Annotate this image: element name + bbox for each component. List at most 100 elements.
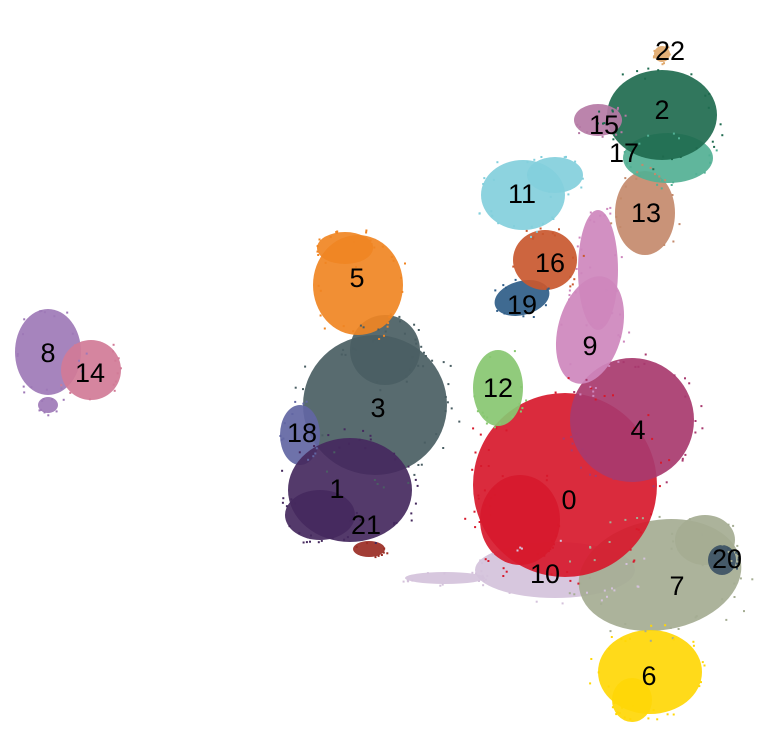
cluster-1-point <box>393 452 396 455</box>
cluster-4-point <box>694 420 697 422</box>
cluster-20-point <box>737 556 740 559</box>
cluster-16-point <box>553 234 556 237</box>
cluster-3-point <box>444 410 447 412</box>
cluster-14-point <box>114 359 117 362</box>
cluster-9-point <box>578 236 581 239</box>
cluster-9-point <box>609 206 612 209</box>
cluster-14-point <box>73 344 76 347</box>
cluster-6-point <box>703 664 706 667</box>
cluster-5-point <box>381 245 384 248</box>
cluster-5-point <box>370 243 373 246</box>
cluster-7-point <box>671 637 674 640</box>
cluster-3-point <box>415 342 418 345</box>
cluster-8-point <box>38 310 41 313</box>
cluster-0-point <box>553 543 555 546</box>
cluster-19-point <box>502 284 505 287</box>
cluster-0-point <box>577 582 580 585</box>
cluster-12-point <box>473 395 476 398</box>
cluster-13-point <box>671 194 674 196</box>
cluster-13-point <box>636 171 639 174</box>
cluster-blobs <box>15 45 754 722</box>
cluster-8-point <box>40 310 43 312</box>
cluster-3-point <box>417 464 420 466</box>
cluster-6-point <box>618 712 621 715</box>
cluster-4-point <box>681 459 684 462</box>
cluster-5-point <box>352 330 355 333</box>
cluster-7-point <box>573 593 576 596</box>
cluster-3-point <box>409 368 412 371</box>
cluster-7-point <box>721 543 724 546</box>
cluster-0-point <box>566 571 569 573</box>
cluster-1-point <box>410 519 413 522</box>
cluster-11-point <box>530 235 532 238</box>
cluster-6-point <box>664 624 667 627</box>
cluster-10-point <box>439 584 442 587</box>
cluster-8-point <box>40 408 43 411</box>
cluster-20-point <box>736 567 738 570</box>
cluster-12-point <box>499 422 502 425</box>
cluster-1-point <box>317 541 320 544</box>
cluster-7-point <box>588 576 591 579</box>
cluster-0-point <box>529 560 532 563</box>
cluster-0-point <box>479 433 482 436</box>
cluster-17-point <box>703 171 706 174</box>
cluster-8-point <box>60 387 63 390</box>
cluster-0-point <box>629 548 632 551</box>
cluster-22-point <box>667 46 670 49</box>
cluster-0-point <box>612 394 614 397</box>
cluster-7-point <box>609 630 612 633</box>
cluster-10-point <box>471 571 474 574</box>
cluster-18-point <box>315 447 318 450</box>
cluster-0-point <box>549 580 551 583</box>
cluster-8-point <box>45 388 48 391</box>
cluster-20-point <box>715 548 718 551</box>
cluster-21-point <box>383 547 386 550</box>
cluster-2-point <box>603 122 606 125</box>
cluster-7-point <box>649 639 652 642</box>
cluster-13-point <box>649 166 652 169</box>
cluster-9-point <box>615 290 618 292</box>
cluster-14-region <box>61 340 121 400</box>
cluster-7-point <box>675 535 678 538</box>
cluster-7-point <box>624 623 627 625</box>
cluster-7-point <box>736 544 739 547</box>
cluster-3-point <box>359 324 362 327</box>
cluster-9-point <box>611 312 614 315</box>
cluster-20-point <box>737 558 740 561</box>
cluster-16-point <box>531 237 534 240</box>
cluster-13-point <box>658 175 661 178</box>
cluster-7-point <box>739 577 742 580</box>
cluster-0-point <box>590 387 593 390</box>
cluster-8-point <box>85 352 88 355</box>
cluster-9-point <box>619 335 622 338</box>
cluster-10-point <box>561 602 564 605</box>
cluster-13-point <box>641 163 644 166</box>
cluster-0-point <box>474 451 477 454</box>
cluster-label-19: 19 <box>507 290 537 320</box>
cluster-10-point <box>474 572 477 575</box>
cluster-13-point <box>672 240 675 243</box>
cluster-19-point <box>496 309 499 312</box>
cluster-18-point <box>313 416 316 419</box>
cluster-9-point <box>560 323 563 326</box>
cluster-8-point <box>66 311 69 314</box>
cluster-1-point <box>282 497 285 500</box>
cluster-17-point <box>660 187 663 190</box>
cluster-2-point <box>611 110 614 113</box>
cluster-6-point <box>629 718 632 721</box>
cluster-3-point <box>344 353 347 356</box>
cluster-8-point <box>42 398 45 400</box>
cluster-10-point <box>520 547 523 550</box>
cluster-label-3: 3 <box>370 393 385 423</box>
cluster-3-point <box>302 388 304 391</box>
cluster-12-point <box>519 410 522 413</box>
cluster-17-point <box>715 149 718 152</box>
cluster-17-point <box>678 137 680 140</box>
cluster-22-point <box>652 56 655 59</box>
cluster-20-point <box>736 562 739 565</box>
cluster-1-point <box>320 539 323 542</box>
cluster-0-point <box>557 523 560 526</box>
cluster-19-point <box>532 316 535 318</box>
cluster-9-point <box>568 298 571 301</box>
cluster-3-point <box>304 365 307 368</box>
